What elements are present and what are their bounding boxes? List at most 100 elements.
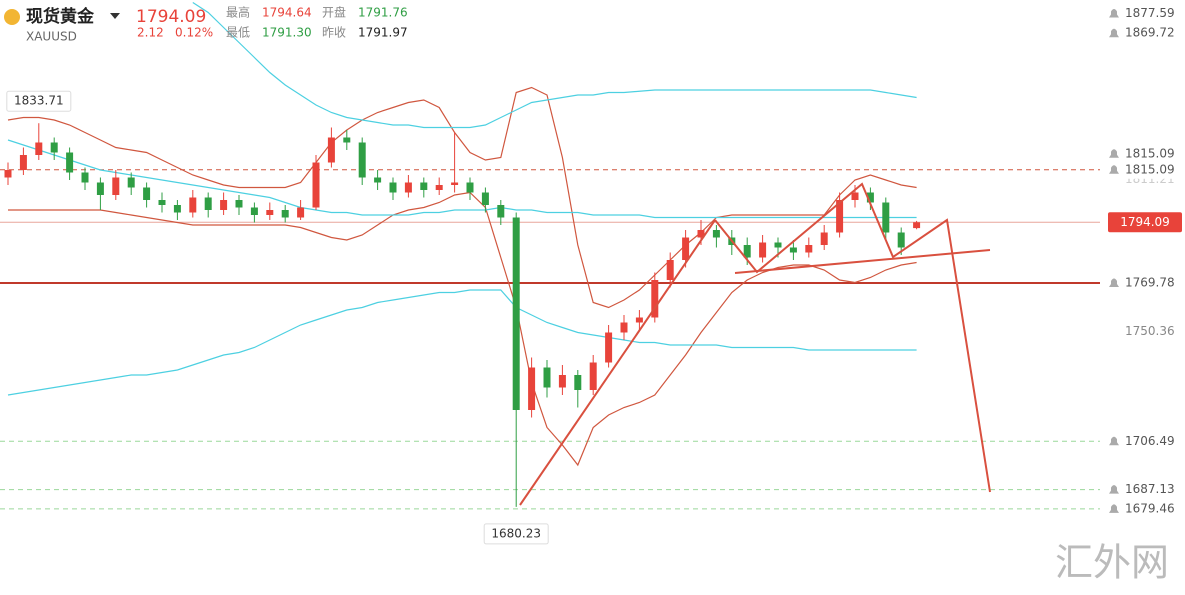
candle-body — [158, 200, 166, 205]
alert-label-bg — [1104, 144, 1184, 163]
alert-label-bg — [1104, 274, 1184, 293]
plot — [0, 1, 1100, 510]
candle-body — [528, 367, 536, 410]
candle-body — [220, 200, 228, 210]
candle-body — [512, 217, 520, 410]
candle-body — [19, 155, 27, 170]
band-line — [7, 289, 917, 396]
bell-icon — [1109, 504, 1119, 513]
bell-icon — [1109, 149, 1119, 158]
stat-name: 开盘 — [322, 5, 346, 20]
candle-body — [35, 142, 43, 155]
candle-body — [235, 200, 243, 208]
high-label: 1833.71 — [14, 94, 64, 108]
alert-label-bg — [1104, 4, 1184, 23]
candle-body — [281, 210, 289, 218]
candle-body — [682, 237, 690, 260]
candle-body — [712, 230, 720, 238]
change: 2.12 — [137, 26, 164, 40]
alert-label: 1769.78 — [1125, 276, 1175, 290]
candle-body — [112, 177, 120, 195]
stat-name: 最高 — [226, 5, 250, 20]
candle-body — [897, 232, 905, 248]
stat-value: 1794.64 — [262, 6, 312, 20]
stat-name: 最低 — [226, 26, 250, 40]
candle-body — [635, 317, 643, 323]
pattern-line — [714, 182, 991, 493]
bell-icon — [1109, 436, 1119, 446]
candle-body — [127, 177, 135, 188]
candle-body — [374, 177, 382, 183]
dropdown-icon[interactable] — [110, 13, 120, 19]
candle-body — [143, 187, 151, 200]
candle-body — [836, 200, 844, 233]
candle-body — [4, 170, 12, 178]
drawings — [519, 182, 991, 506]
candle-body — [96, 182, 104, 195]
coin-icon — [4, 9, 20, 25]
candle-body — [404, 182, 412, 193]
candle-body — [882, 202, 890, 233]
candle-body — [866, 192, 874, 203]
candle-body — [358, 142, 366, 178]
candle-body — [697, 230, 705, 238]
band-line — [8, 191, 917, 467]
candle-body — [820, 232, 828, 245]
candle-body — [451, 182, 459, 185]
symbol: XAUUSD — [26, 30, 77, 44]
candle-body — [666, 260, 674, 280]
instrument-name[interactable]: 现货黄金 — [26, 6, 95, 27]
change-pct: 0.12% — [175, 26, 213, 40]
candle-body — [481, 192, 489, 205]
candle-body — [913, 222, 921, 229]
candle-body — [435, 185, 443, 190]
alert-label: 1815.09 — [1125, 162, 1175, 176]
stat-value: 1791.30 — [262, 26, 312, 40]
high-label-box — [6, 90, 72, 112]
candle-body — [466, 182, 474, 193]
last-price: 1794.09 — [136, 7, 206, 27]
stat-name: 昨收 — [322, 26, 346, 40]
candle-body — [66, 152, 74, 173]
stat-value: 1791.97 — [358, 26, 408, 40]
candle-body — [389, 182, 397, 193]
bell-icon — [1109, 485, 1119, 494]
trend-line — [519, 219, 716, 506]
candle-body — [759, 242, 767, 258]
candle-body — [312, 162, 320, 208]
alert-label: 1679.46 — [1125, 501, 1175, 515]
candle-body — [204, 197, 212, 210]
candle-body — [50, 142, 58, 153]
candle-body — [774, 242, 782, 248]
alert-label: 1815.09 — [1125, 146, 1175, 160]
neckline — [734, 249, 991, 274]
alert-label: 1687.13 — [1125, 482, 1175, 496]
alert-label-bg — [1104, 432, 1184, 451]
candle-body — [266, 210, 274, 215]
watermark: 汇外网 — [1055, 541, 1169, 585]
bell-icon — [1109, 165, 1119, 174]
candle-body — [81, 172, 89, 183]
current-price-box — [1108, 212, 1182, 233]
candle-body — [574, 375, 582, 390]
band-line — [7, 86, 917, 309]
low-label-box — [483, 523, 549, 545]
alert-label-bg — [1104, 24, 1184, 43]
alert-label-bg — [1104, 480, 1184, 499]
candle-body — [589, 362, 597, 390]
band-line — [7, 139, 917, 219]
candle-body — [558, 375, 566, 388]
candle-body — [543, 367, 551, 388]
candle-body — [620, 322, 628, 333]
axis-label: 1750.36 — [1125, 324, 1175, 338]
candle-body — [497, 205, 505, 218]
candle-body — [189, 197, 197, 213]
candle-body — [851, 192, 859, 200]
bell-icon — [1109, 9, 1119, 18]
alert-label-bg — [1104, 499, 1184, 518]
alert-label: 1877.59 — [1125, 6, 1175, 20]
candle-body — [805, 245, 813, 253]
candle-body — [250, 207, 258, 215]
candle-body — [297, 207, 305, 218]
